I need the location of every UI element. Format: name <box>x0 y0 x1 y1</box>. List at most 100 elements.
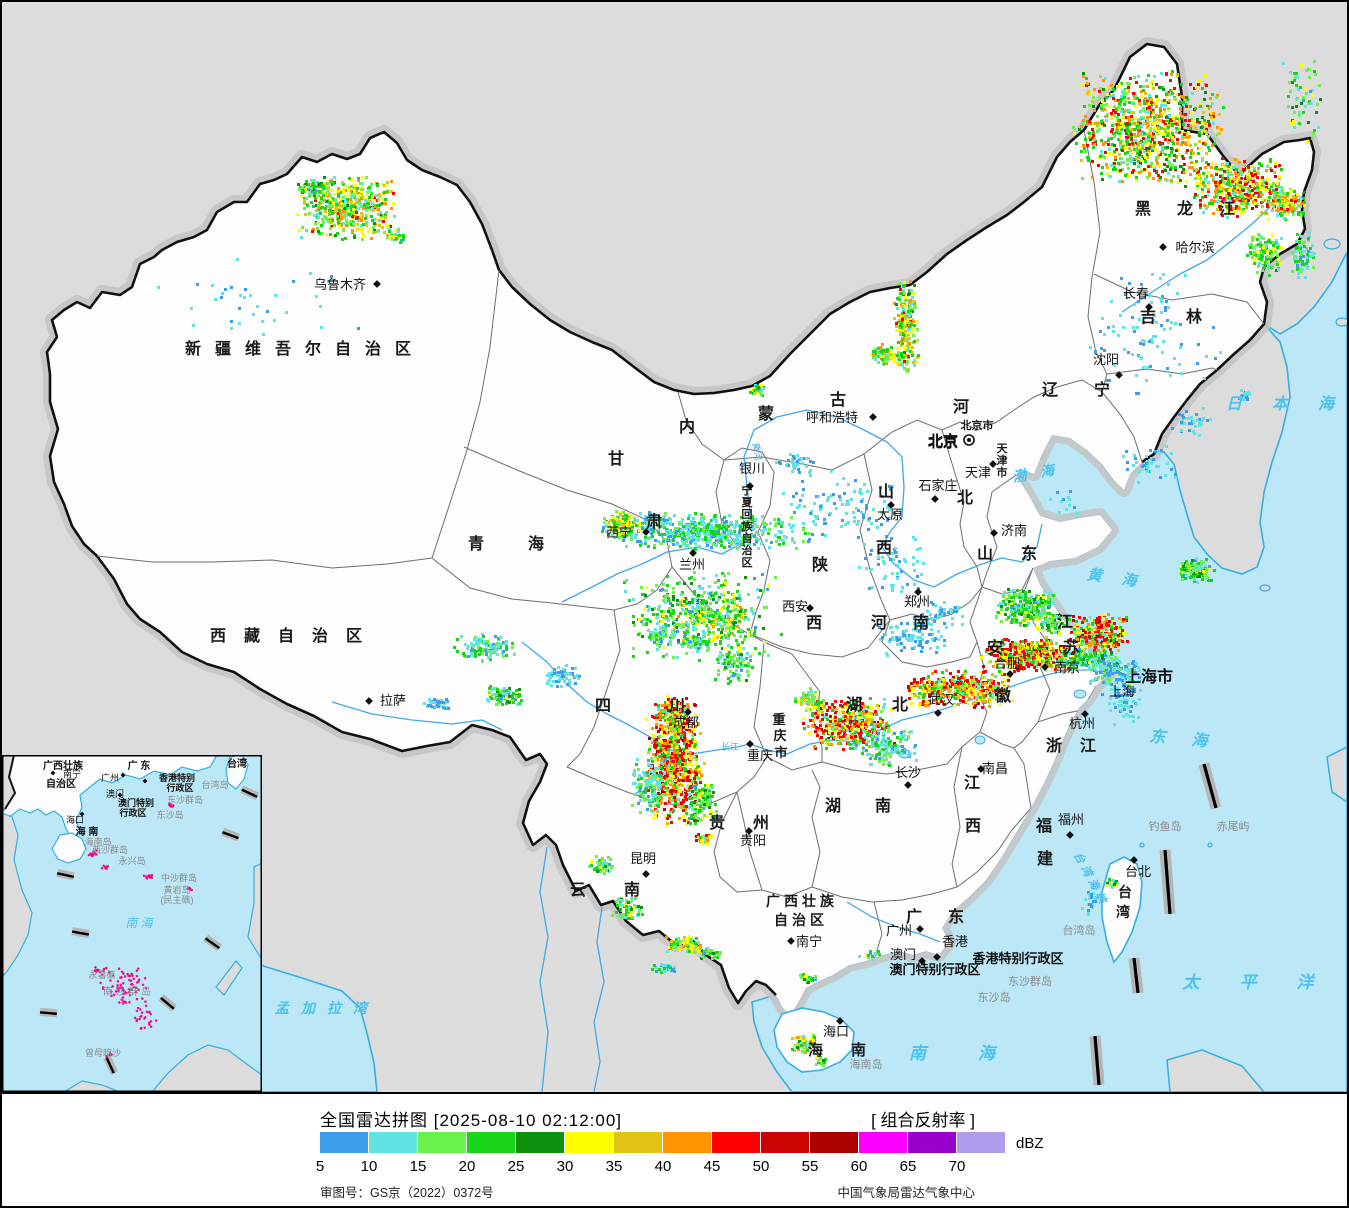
province-border-12 <box>1083 129 1108 393</box>
province-label-蒙: 蒙 <box>758 404 774 423</box>
map-canvas: 日本海渤海黄海东海台湾海峡南海太平洋孟加拉湾台湾岛东沙群岛东沙岛海南岛钓鱼岛赤尾… <box>2 2 1347 1092</box>
island-label-东沙群岛: 东沙群岛 <box>1008 974 1052 988</box>
echo-region-1 <box>298 179 330 200</box>
echo-region-17 <box>601 510 641 536</box>
inset-islands-5 <box>99 967 148 1005</box>
echo-region-55 <box>858 950 881 961</box>
echo-region-43 <box>486 685 523 706</box>
province-border-32 <box>951 746 963 888</box>
province-label-安: 安 <box>987 638 1003 657</box>
chiwei-islet <box>1207 842 1213 848</box>
echo-region-26 <box>852 723 918 767</box>
island-label-赤尾屿: 赤尾屿 <box>1217 820 1250 833</box>
echo-region-27 <box>794 687 826 712</box>
inset-dash-2 <box>56 868 75 881</box>
province-label-湖北: 湖北 <box>846 696 938 714</box>
south-china-sea-inset: 广西壮族自治区广 东台湾南宁 广州 香港特别行政区澳门澳门特别行政区台湾岛东沙群岛东… <box>2 755 262 1092</box>
echo-region-53 <box>695 833 713 845</box>
province-label-西藏自治区: 西藏自治区 <box>210 626 380 645</box>
inset-city-dot-0 <box>50 770 56 776</box>
dbz-tick-10: 10 <box>360 1158 378 1175</box>
echo-region-3 <box>157 258 360 336</box>
echo-region-12 <box>1122 445 1177 484</box>
province-label-广东: 广东 <box>906 907 990 926</box>
province-border-21 <box>1037 685 1097 723</box>
echo-region-6 <box>1265 186 1306 221</box>
sea-label-日本海: 日本海 <box>1226 395 1347 413</box>
city-label-西安: 西安 <box>782 599 808 614</box>
inset-city-dot-3 <box>142 778 148 784</box>
radar-echo-layer <box>157 60 1322 1067</box>
echo-region-36 <box>913 601 964 629</box>
inset-label-海口: 海口 <box>66 814 84 825</box>
inset-dash-0 <box>240 785 260 800</box>
dbz-swatch-5 <box>320 1132 368 1153</box>
inset-label-澳门: 澳门 <box>106 788 124 799</box>
city-label-太原: 太原 <box>877 507 903 522</box>
city-label-银川: 银川 <box>739 461 765 476</box>
province-border-31 <box>811 769 821 888</box>
city-marker-海口 <box>836 1017 844 1025</box>
province-label-吉林: 吉林 <box>1140 307 1232 326</box>
city-marker-成都 <box>684 708 692 716</box>
province-label-贵州: 贵州 <box>709 813 797 832</box>
dbz-tick-45: 45 <box>703 1158 721 1175</box>
province-border-29 <box>713 791 813 898</box>
province-label-西: 西 <box>876 539 892 557</box>
city-label-济南: 济南 <box>1001 523 1027 538</box>
city-marker-西安 <box>806 604 814 612</box>
river-6 <box>539 846 549 1092</box>
echo-region-19 <box>660 594 754 649</box>
province-label-北: 北 <box>957 489 973 507</box>
echo-region-33 <box>995 588 1056 627</box>
province-label-新疆维吾尔自治区: 新疆维吾尔自治区 <box>185 339 425 358</box>
nine-dash-segment-3 <box>1093 1035 1101 1086</box>
dbz-unit: dBZ <box>1016 1135 1044 1152</box>
echo-region-46 <box>647 625 676 646</box>
map-title: 全国雷达拼图 [2025-08-10 02:12:00] <box>320 1111 623 1130</box>
inset-label-南 海: 南 海 <box>125 916 154 930</box>
city-marker-澳门 <box>918 957 926 965</box>
echo-region-32 <box>1085 655 1146 690</box>
echo-region-47 <box>682 634 708 650</box>
sea-label-南海: 南海 <box>909 1044 1047 1063</box>
river-4 <box>331 701 503 731</box>
province-label-自治区: 自治区 <box>774 912 828 928</box>
city-label-西宁: 西宁 <box>606 525 632 540</box>
city-marker-香港 <box>933 953 941 961</box>
province-border-9 <box>859 453 891 621</box>
city-label-香港特别行政区: 香港特别行政区 <box>971 951 1063 966</box>
tsushima-islet <box>1259 584 1271 592</box>
echo-region-51 <box>699 947 722 960</box>
river-3 <box>846 901 941 943</box>
echo-region-56 <box>791 1034 817 1054</box>
city-marker-重庆 <box>746 740 754 748</box>
city-marker-拉萨 <box>365 697 373 705</box>
city-marker-南宁 <box>787 937 795 945</box>
inset-label-广 东: 广 东 <box>128 759 151 772</box>
echo-region-13 <box>893 280 920 373</box>
city-marker-南昌 <box>977 765 985 773</box>
inset-label-海南岛: 海南岛 <box>84 836 111 847</box>
taihu-lake <box>1073 689 1087 699</box>
inset-islands-3 <box>142 873 154 880</box>
province-label-江: 江 <box>964 774 980 792</box>
province-border-35 <box>956 807 1032 888</box>
dbz-tick-65: 65 <box>899 1158 917 1175</box>
dbz-tick-55: 55 <box>801 1158 819 1175</box>
echo-region-15 <box>749 384 765 397</box>
inset-label-台湾岛: 台湾岛 <box>201 779 228 790</box>
echo-region-44 <box>423 698 450 710</box>
inset-border <box>2 755 262 1092</box>
province-border-23 <box>1013 721 1039 749</box>
inset-label-广西壮族: 广西壮族 <box>43 759 84 772</box>
neighbor-land-layer <box>1152 235 1347 1092</box>
echo-region-28 <box>907 669 1014 709</box>
dbz-swatch-70 <box>957 1132 1005 1153</box>
province-label-河南: 河南 <box>871 613 955 632</box>
echo-region-11 <box>1171 407 1212 437</box>
province-label-海南: 海南 <box>808 1041 894 1059</box>
dbz-swatch-20 <box>467 1132 515 1153</box>
poyang-lake <box>974 735 986 745</box>
